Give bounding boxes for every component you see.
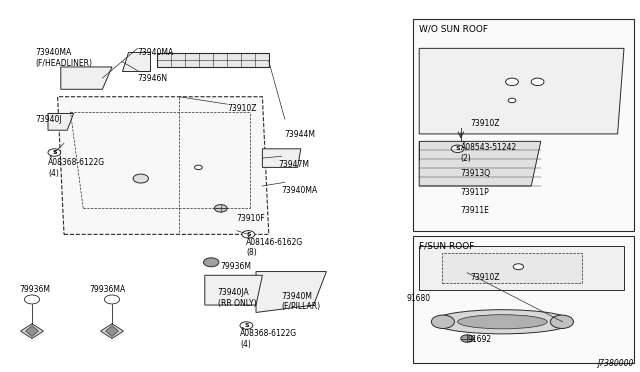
Circle shape xyxy=(431,315,454,328)
FancyBboxPatch shape xyxy=(442,253,582,283)
Text: S: S xyxy=(52,150,57,155)
Ellipse shape xyxy=(458,315,547,329)
Circle shape xyxy=(461,335,474,342)
Text: J7380000: J7380000 xyxy=(597,359,634,368)
Circle shape xyxy=(133,174,148,183)
Circle shape xyxy=(214,205,227,212)
Polygon shape xyxy=(419,141,541,186)
Polygon shape xyxy=(256,272,326,312)
Polygon shape xyxy=(122,52,150,71)
Text: 91680: 91680 xyxy=(406,294,431,303)
Text: 79936MA: 79936MA xyxy=(90,285,126,294)
FancyBboxPatch shape xyxy=(157,53,269,67)
Text: F/SUN ROOF: F/SUN ROOF xyxy=(419,242,475,251)
FancyBboxPatch shape xyxy=(413,236,634,363)
Text: 73910Z: 73910Z xyxy=(227,104,257,113)
Circle shape xyxy=(242,231,255,238)
Text: 73940MA
(F/HEADLINER): 73940MA (F/HEADLINER) xyxy=(35,48,92,68)
Text: 73911P: 73911P xyxy=(461,188,490,197)
Ellipse shape xyxy=(432,310,573,334)
Circle shape xyxy=(24,295,40,304)
Polygon shape xyxy=(100,324,124,339)
Text: 73944M: 73944M xyxy=(285,130,316,139)
Text: 73947M: 73947M xyxy=(278,160,309,169)
Circle shape xyxy=(204,258,219,267)
Text: 73911E: 73911E xyxy=(461,206,490,215)
Text: 73946N: 73946N xyxy=(138,74,168,83)
Text: 73940M
(F/PILLAR): 73940M (F/PILLAR) xyxy=(282,292,321,311)
Polygon shape xyxy=(205,275,262,305)
Polygon shape xyxy=(26,326,38,337)
Text: 79936M: 79936M xyxy=(221,262,252,271)
Text: Å08368-6122G
(4): Å08368-6122G (4) xyxy=(240,329,297,349)
Circle shape xyxy=(240,322,253,329)
Text: 91692: 91692 xyxy=(467,335,492,344)
Circle shape xyxy=(506,78,518,86)
Polygon shape xyxy=(48,113,74,130)
Polygon shape xyxy=(20,324,44,339)
Circle shape xyxy=(550,315,573,328)
Text: S: S xyxy=(246,232,251,237)
Text: 73910Z: 73910Z xyxy=(470,119,500,128)
Text: Å08543-51242
(2): Å08543-51242 (2) xyxy=(461,143,517,163)
Text: S: S xyxy=(455,146,460,151)
Circle shape xyxy=(48,149,61,156)
Text: 73910Z: 73910Z xyxy=(470,273,500,282)
Circle shape xyxy=(508,98,516,103)
Polygon shape xyxy=(58,97,269,234)
Circle shape xyxy=(513,264,524,270)
Circle shape xyxy=(531,78,544,86)
Text: 73940MA: 73940MA xyxy=(138,48,174,57)
Polygon shape xyxy=(419,246,624,290)
Circle shape xyxy=(451,145,464,153)
Text: 73910F: 73910F xyxy=(237,214,266,223)
Text: W/O SUN ROOF: W/O SUN ROOF xyxy=(419,24,488,33)
Text: 73913Q: 73913Q xyxy=(461,169,491,178)
Polygon shape xyxy=(419,48,624,134)
Text: Å08368-6122G
(4): Å08368-6122G (4) xyxy=(48,158,105,177)
Polygon shape xyxy=(61,67,112,89)
Text: Å08146-6162G
(8): Å08146-6162G (8) xyxy=(246,238,303,257)
Circle shape xyxy=(104,295,120,304)
Text: 79936M: 79936M xyxy=(19,285,50,294)
Polygon shape xyxy=(106,326,118,337)
FancyBboxPatch shape xyxy=(413,19,634,231)
Circle shape xyxy=(195,165,202,170)
Text: 73940J: 73940J xyxy=(35,115,62,124)
Text: 73940MA: 73940MA xyxy=(282,186,318,195)
Polygon shape xyxy=(262,149,301,167)
Text: S: S xyxy=(244,323,249,328)
Text: 73940JA
(RR ONLY): 73940JA (RR ONLY) xyxy=(218,288,256,308)
